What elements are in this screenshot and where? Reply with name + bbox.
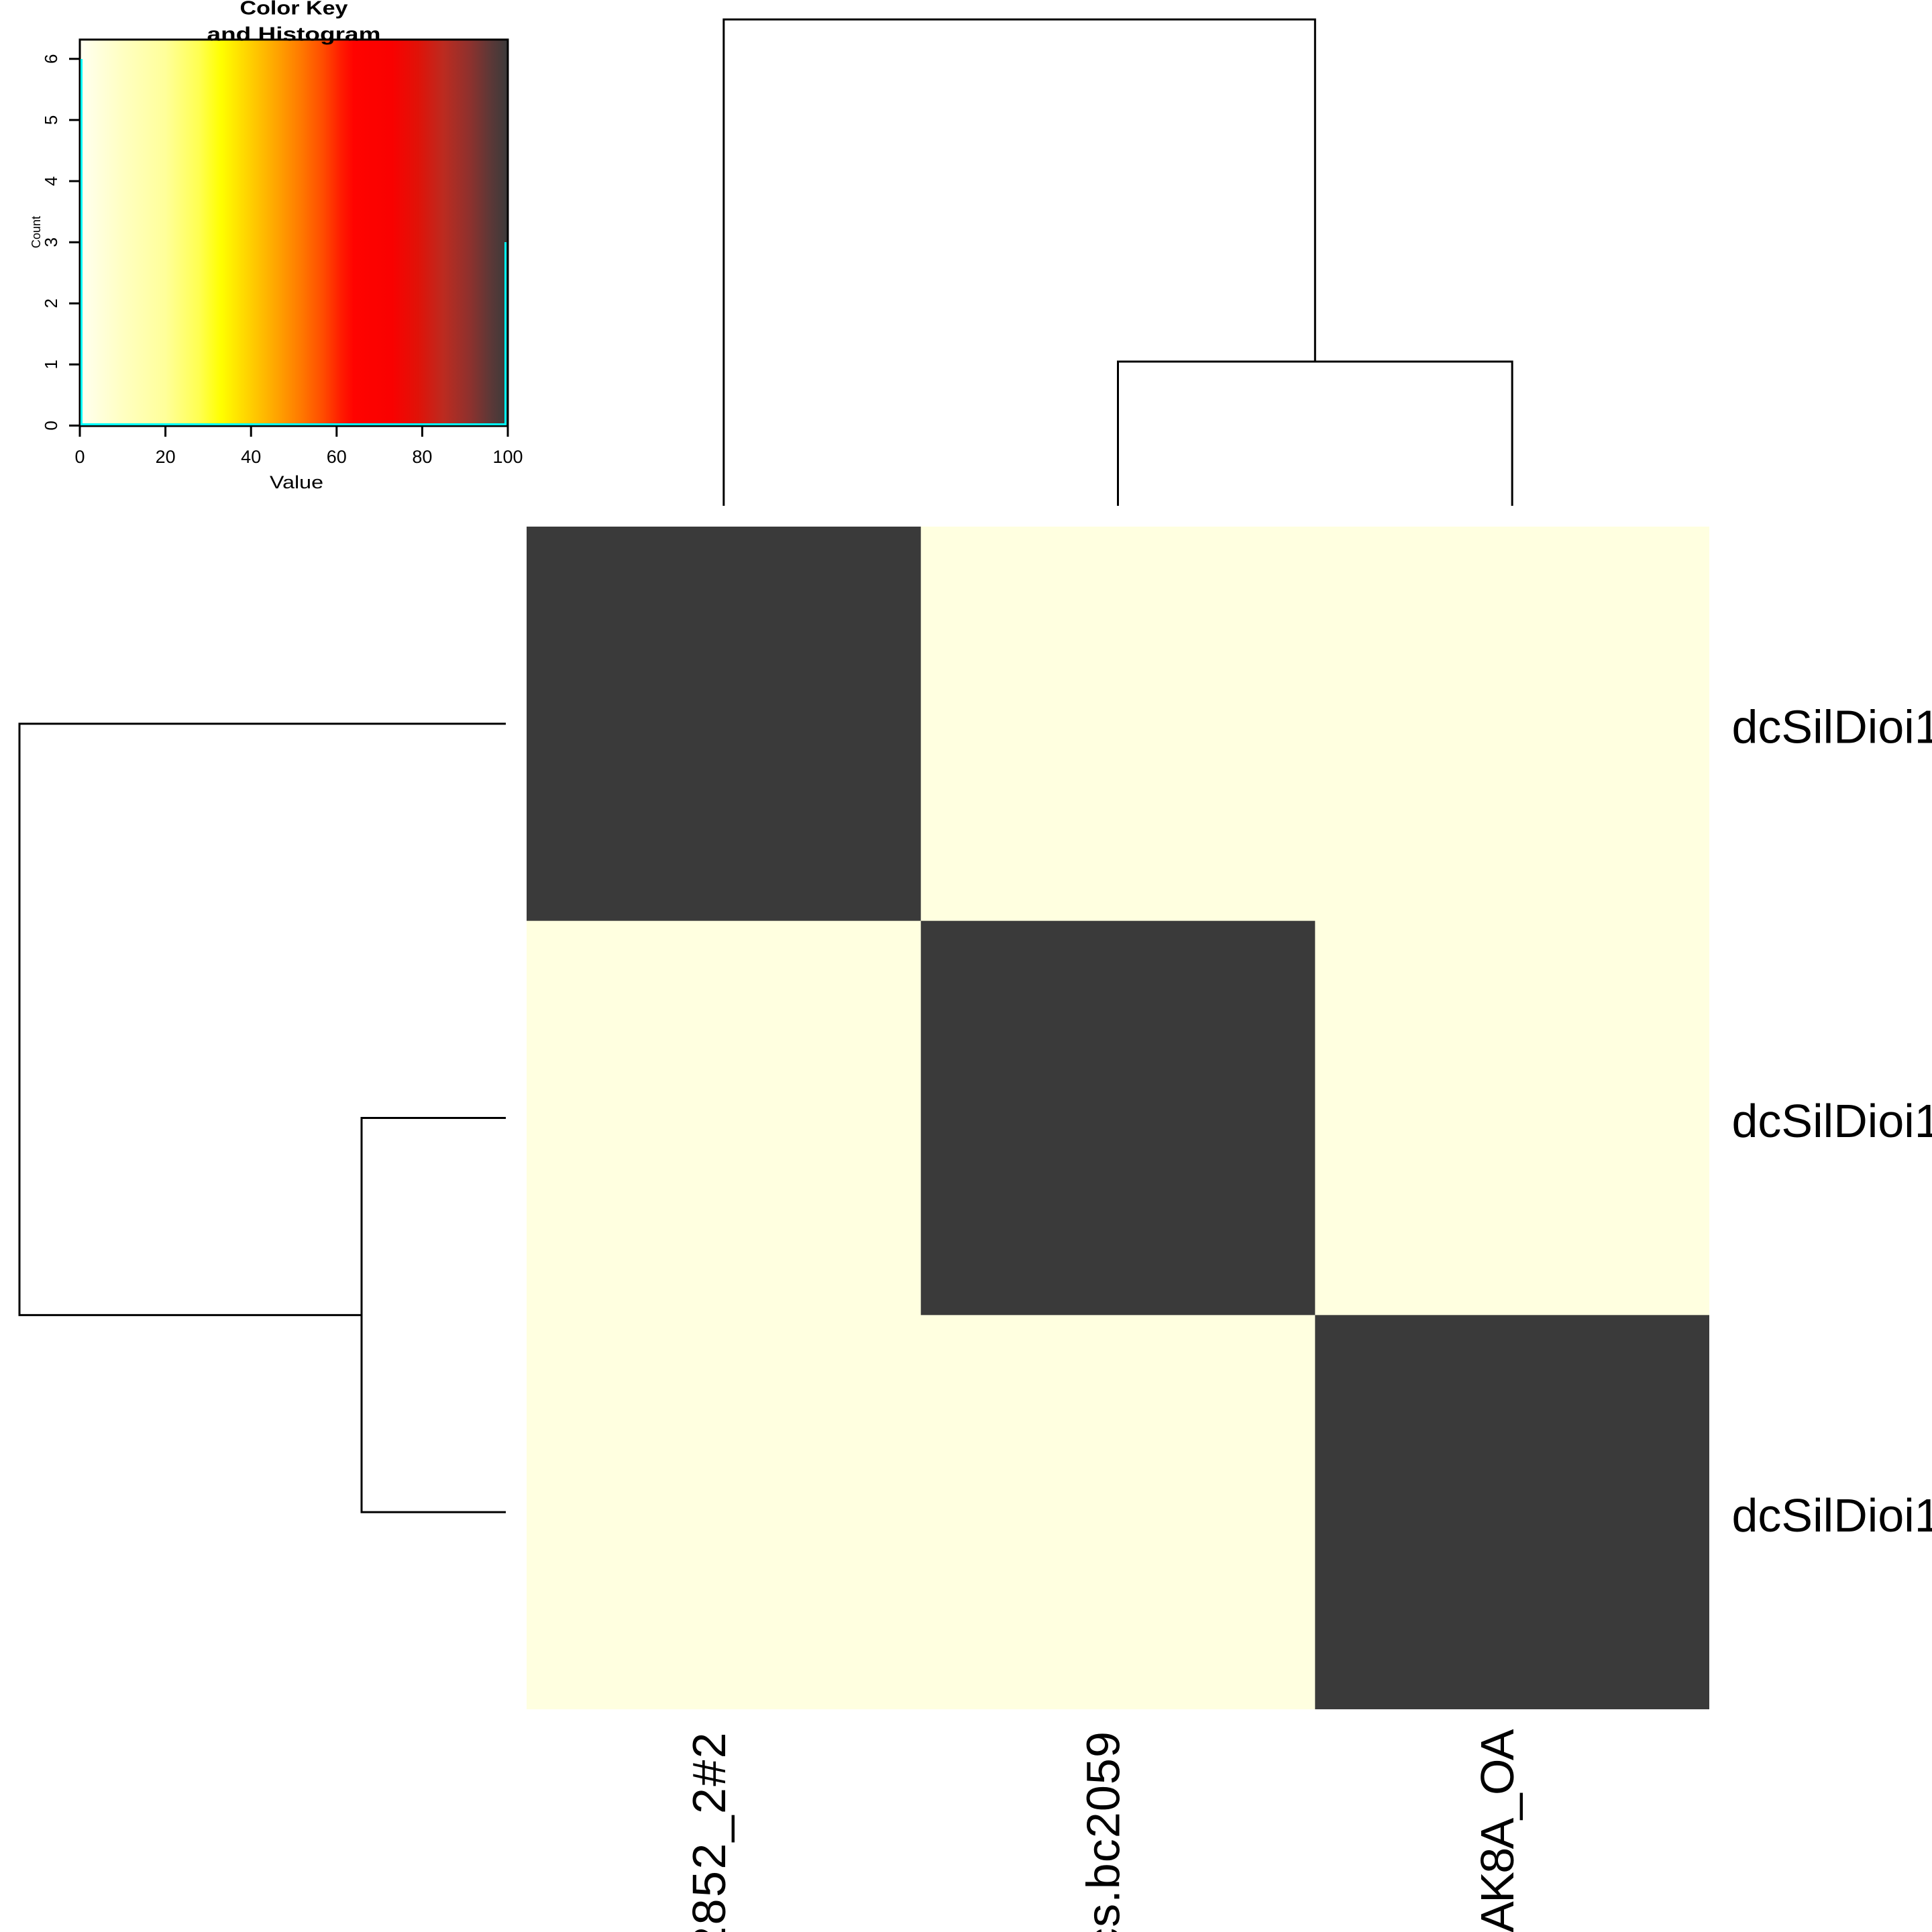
svg-text:20: 20 [156,447,176,467]
svg-text:dcSilDioi1_cs.bc2059: dcSilDioi1_cs.bc2059 [1077,1731,1130,1932]
svg-text:60: 60 [327,447,347,467]
svg-text:and Histogram: and Histogram [207,24,381,46]
svg-text:dcSilDioi1_2852_2#2: dcSilDioi1_2852_2#2 [683,1731,735,1932]
svg-text:dcSilDioi1_cs.bc2059: dcSilDioi1_cs.bc2059 [1732,1095,1932,1147]
svg-text:Color Key: Color Key [240,0,348,19]
svg-text:dcSilDioi1_SAK8A_OA: dcSilDioi1_SAK8A_OA [1471,1729,1523,1932]
svg-text:Count: Count [30,216,43,248]
svg-text:3: 3 [41,237,61,247]
svg-text:4: 4 [41,176,61,186]
svg-text:2: 2 [41,299,61,308]
svg-text:dcSilDioi1_SAK8A_OA: dcSilDioi1_SAK8A_OA [1732,1489,1932,1542]
svg-text:dcSilDioi1_2852_2#2: dcSilDioi1_2852_2#2 [1732,700,1932,753]
svg-text:40: 40 [241,447,261,467]
svg-text:Value: Value [270,472,323,492]
svg-text:100: 100 [492,447,523,467]
svg-text:6: 6 [41,54,61,64]
svg-text:80: 80 [412,447,432,467]
svg-text:1: 1 [41,360,61,369]
svg-text:5: 5 [41,115,61,125]
svg-text:0: 0 [74,447,85,467]
svg-text:0: 0 [41,421,61,430]
